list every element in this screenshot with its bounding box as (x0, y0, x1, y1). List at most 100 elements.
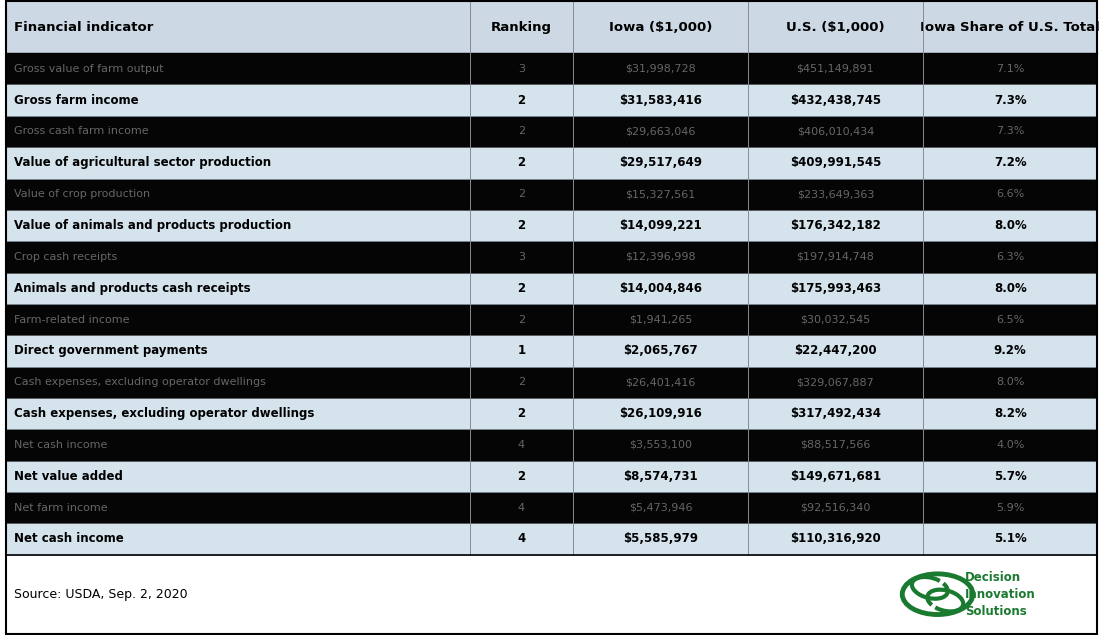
Text: $149,671,681: $149,671,681 (790, 470, 881, 483)
Text: $317,492,434: $317,492,434 (790, 407, 881, 420)
Text: $409,991,545: $409,991,545 (790, 156, 881, 170)
Text: $197,914,748: $197,914,748 (796, 252, 875, 262)
Text: Net cash income: Net cash income (14, 440, 108, 450)
Text: $432,438,745: $432,438,745 (790, 93, 881, 107)
Text: 2: 2 (518, 377, 525, 387)
Text: $176,342,182: $176,342,182 (790, 219, 881, 232)
Text: $12,396,998: $12,396,998 (625, 252, 696, 262)
Text: $26,401,416: $26,401,416 (625, 377, 696, 387)
Bar (6, 1, 1097, 53)
Text: Decision
Innovation
Solutions: Decision Innovation Solutions (965, 571, 1036, 618)
Text: 6.6%: 6.6% (996, 189, 1025, 199)
Text: $29,663,046: $29,663,046 (625, 126, 696, 137)
Text: 4: 4 (517, 533, 526, 545)
Text: Source: USDA, Sep. 2, 2020: Source: USDA, Sep. 2, 2020 (14, 588, 188, 601)
Text: Value of animals and products production: Value of animals and products production (14, 219, 291, 232)
Bar (6, 210, 1097, 241)
Bar (6, 523, 1097, 555)
Bar (6, 460, 1097, 492)
Text: $175,993,463: $175,993,463 (790, 282, 881, 295)
Text: 7.3%: 7.3% (994, 93, 1027, 107)
Text: 8.0%: 8.0% (994, 219, 1027, 232)
Text: 3: 3 (518, 64, 525, 74)
Text: $22,447,200: $22,447,200 (794, 344, 877, 358)
Text: $15,327,561: $15,327,561 (625, 189, 696, 199)
Text: 2: 2 (517, 407, 525, 420)
Text: 4: 4 (518, 440, 525, 450)
Bar (6, 366, 1097, 398)
Text: Financial indicator: Financial indicator (14, 21, 153, 34)
Text: $451,149,891: $451,149,891 (796, 64, 875, 74)
Text: 5.1%: 5.1% (994, 533, 1027, 545)
Text: $406,010,434: $406,010,434 (796, 126, 874, 137)
Bar (6, 53, 1097, 84)
Text: Gross farm income: Gross farm income (14, 93, 139, 107)
Text: 7.1%: 7.1% (996, 64, 1025, 74)
Text: $29,517,649: $29,517,649 (619, 156, 703, 170)
Text: Value of crop production: Value of crop production (14, 189, 150, 199)
Text: 2: 2 (517, 219, 525, 232)
Text: 8.0%: 8.0% (994, 282, 1027, 295)
Text: Direct government payments: Direct government payments (14, 344, 208, 358)
Text: $233,649,363: $233,649,363 (796, 189, 874, 199)
Text: $31,998,728: $31,998,728 (625, 64, 696, 74)
Text: 2: 2 (518, 314, 525, 324)
Text: 3: 3 (518, 252, 525, 262)
Text: 4: 4 (518, 503, 525, 512)
Text: 6.5%: 6.5% (996, 314, 1025, 324)
Text: 2: 2 (518, 189, 525, 199)
Text: 2: 2 (517, 282, 525, 295)
Text: $31,583,416: $31,583,416 (619, 93, 703, 107)
Bar (6, 492, 1097, 523)
Text: Animals and products cash receipts: Animals and products cash receipts (14, 282, 251, 295)
Text: Net value added: Net value added (14, 470, 124, 483)
Text: $30,032,545: $30,032,545 (801, 314, 870, 324)
Text: 5.7%: 5.7% (994, 470, 1027, 483)
Text: Gross cash farm income: Gross cash farm income (14, 126, 149, 137)
Text: $14,099,221: $14,099,221 (619, 219, 703, 232)
Bar (6, 178, 1097, 210)
Text: 9.2%: 9.2% (994, 344, 1027, 358)
Text: 2: 2 (517, 156, 525, 170)
Bar (6, 304, 1097, 335)
Text: 1: 1 (517, 344, 525, 358)
Text: $88,517,566: $88,517,566 (800, 440, 870, 450)
Text: Gross value of farm output: Gross value of farm output (14, 64, 164, 74)
Text: $8,574,731: $8,574,731 (623, 470, 698, 483)
Text: Cash expenses, excluding operator dwellings: Cash expenses, excluding operator dwelli… (14, 407, 314, 420)
Text: Crop cash receipts: Crop cash receipts (14, 252, 118, 262)
Text: Cash expenses, excluding operator dwellings: Cash expenses, excluding operator dwelli… (14, 377, 266, 387)
Text: 2: 2 (517, 93, 525, 107)
Text: 5.9%: 5.9% (996, 503, 1025, 512)
Bar (6, 398, 1097, 429)
Text: 8.2%: 8.2% (994, 407, 1027, 420)
Text: $5,585,979: $5,585,979 (623, 533, 698, 545)
Text: $92,516,340: $92,516,340 (800, 503, 870, 512)
Text: 7.3%: 7.3% (996, 126, 1025, 137)
Text: $110,316,920: $110,316,920 (790, 533, 881, 545)
Text: 8.0%: 8.0% (996, 377, 1025, 387)
Text: $329,067,887: $329,067,887 (796, 377, 875, 387)
Text: Ranking: Ranking (491, 21, 552, 34)
Bar (6, 272, 1097, 304)
Text: Iowa ($1,000): Iowa ($1,000) (609, 21, 713, 34)
Text: 2: 2 (518, 126, 525, 137)
Text: 2: 2 (517, 470, 525, 483)
Bar (6, 84, 1097, 116)
Bar (6, 335, 1097, 366)
Text: Iowa Share of U.S. Total: Iowa Share of U.S. Total (920, 21, 1100, 34)
Text: $1,941,265: $1,941,265 (629, 314, 693, 324)
Text: $3,553,100: $3,553,100 (629, 440, 693, 450)
Text: 7.2%: 7.2% (994, 156, 1027, 170)
Text: $14,004,846: $14,004,846 (619, 282, 703, 295)
Text: 6.3%: 6.3% (996, 252, 1025, 262)
Bar (6, 116, 1097, 147)
Bar (6, 241, 1097, 272)
Text: $26,109,916: $26,109,916 (619, 407, 703, 420)
Text: $2,065,767: $2,065,767 (623, 344, 698, 358)
Text: U.S. ($1,000): U.S. ($1,000) (786, 21, 885, 34)
Text: Value of agricultural sector production: Value of agricultural sector production (14, 156, 271, 170)
Text: Farm-related income: Farm-related income (14, 314, 130, 324)
Bar (6, 147, 1097, 178)
Bar (6, 555, 1097, 634)
